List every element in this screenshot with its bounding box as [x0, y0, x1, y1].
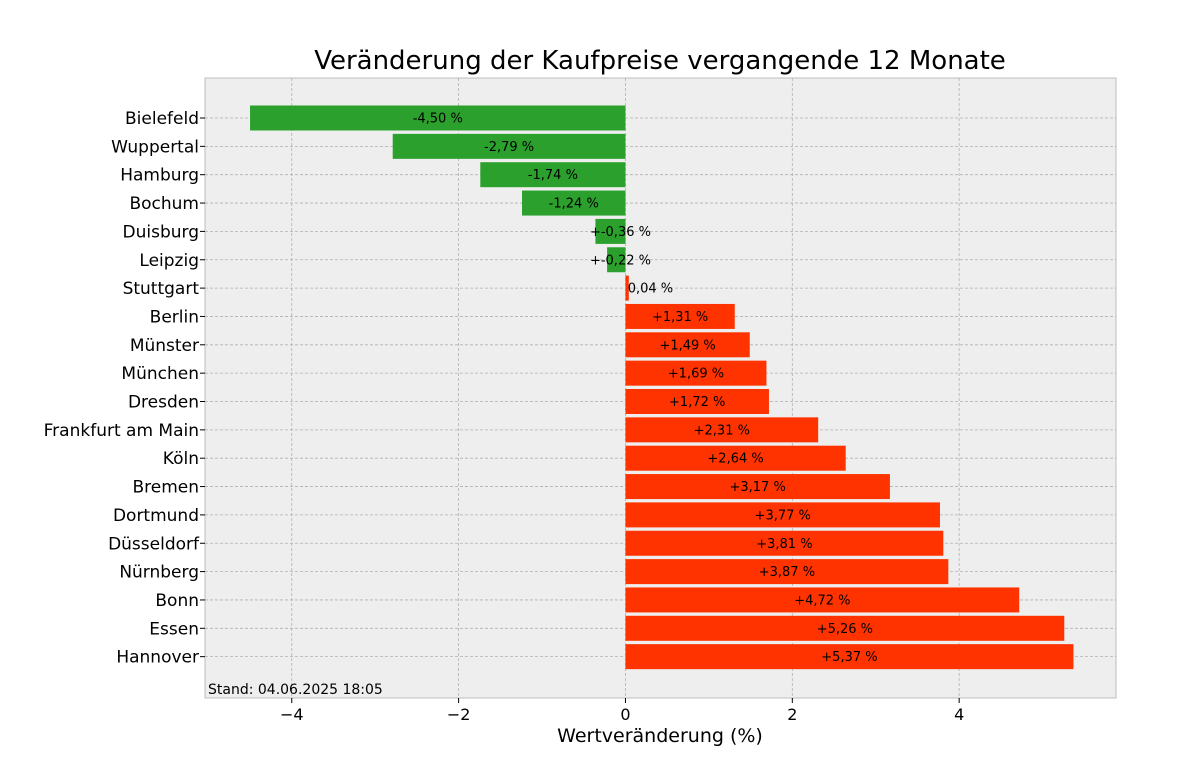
bar-value-label: +2,31 % — [694, 423, 750, 438]
x-axis-label: Wertveränderung (%) — [557, 725, 763, 747]
category-label: Köln — [163, 449, 199, 469]
category-label: Essen — [149, 619, 199, 639]
chart-title: Veränderung der Kaufpreise vergangende 1… — [314, 46, 1006, 76]
category-label: Dortmund — [113, 506, 199, 526]
bar — [625, 332, 750, 358]
x-tick-label: −4 — [280, 705, 304, 724]
category-labels: Bielefeld Wuppertal Hamburg Bochum Duisburg L… — [44, 109, 205, 668]
bar-value-label: -2,79 % — [484, 140, 534, 155]
bar-value-label: +3,77 % — [755, 508, 811, 523]
bar-value-label: +2,64 % — [707, 452, 763, 467]
bar-value-label: +1,31 % — [652, 310, 708, 325]
bar-value-label: -4,50 % — [413, 112, 463, 127]
bar-value-label: 0,04 % — [628, 282, 673, 297]
bar-value-label: +-0,22 % — [590, 253, 651, 268]
bar-value-label: +3,81 % — [756, 537, 812, 552]
bar — [625, 587, 1020, 613]
category-label: Hannover — [116, 648, 199, 668]
category-label: Frankfurt am Main — [44, 421, 199, 441]
category-label: Nürnberg — [119, 563, 199, 583]
category-label: Düsseldorf — [108, 534, 200, 554]
category-label: Bonn — [155, 591, 199, 611]
bars — [250, 105, 1074, 670]
bar-value-label: +5,26 % — [817, 622, 873, 637]
bar — [625, 644, 1074, 670]
bar — [625, 474, 890, 500]
category-label: Bremen — [132, 478, 199, 498]
bar — [625, 530, 944, 556]
bar — [625, 389, 769, 414]
category-label: München — [121, 364, 199, 384]
bar-value-label: +1,72 % — [669, 395, 725, 410]
bar — [625, 559, 949, 585]
bar — [625, 445, 846, 471]
bar — [480, 162, 626, 188]
bar-value-labels: -4,50 % -2,79 % -1,74 % -1,24 % +-0,36 % +-0,… — [413, 112, 878, 666]
category-label: Dresden — [128, 393, 199, 413]
bar — [607, 247, 626, 273]
x-axis-ticks: −4 −2 0 2 4 — [280, 698, 964, 724]
x-tick-label: 4 — [954, 705, 964, 724]
x-tick-label: 2 — [787, 705, 797, 724]
bar — [625, 360, 767, 386]
bar — [625, 417, 819, 443]
bar-value-label: +3,17 % — [730, 480, 786, 495]
bar — [392, 133, 626, 159]
bar — [250, 105, 626, 131]
category-label: Münster — [130, 336, 199, 356]
category-label: Duisburg — [123, 222, 200, 242]
bar — [625, 275, 629, 301]
bar — [625, 615, 1065, 641]
category-label: Leipzig — [139, 251, 199, 271]
category-label: Bielefeld — [125, 109, 199, 129]
bar-value-label: +1,69 % — [668, 367, 724, 382]
bar-value-label: +5,37 % — [821, 650, 877, 665]
bar-value-label: +-0,36 % — [590, 225, 651, 240]
bar — [625, 502, 940, 528]
bar-value-label: +3,87 % — [759, 565, 815, 580]
category-label: Wuppertal — [111, 137, 199, 157]
category-label: Bochum — [129, 194, 199, 214]
bar — [595, 218, 626, 244]
bar — [625, 303, 735, 329]
bar — [522, 190, 626, 216]
timestamp-footnote: Stand: 04.06.2025 18:05 — [208, 682, 383, 698]
bar-value-label: -1,74 % — [528, 168, 578, 183]
bar-value-label: -1,24 % — [549, 197, 599, 212]
bar-value-label: +1,49 % — [659, 338, 715, 353]
category-label: Berlin — [150, 307, 199, 327]
bar-value-label: +4,72 % — [794, 593, 850, 608]
x-tick-label: 0 — [620, 705, 630, 724]
category-label: Stuttgart — [123, 279, 200, 299]
x-tick-label: −2 — [447, 705, 471, 724]
category-label: Hamburg — [120, 166, 199, 186]
